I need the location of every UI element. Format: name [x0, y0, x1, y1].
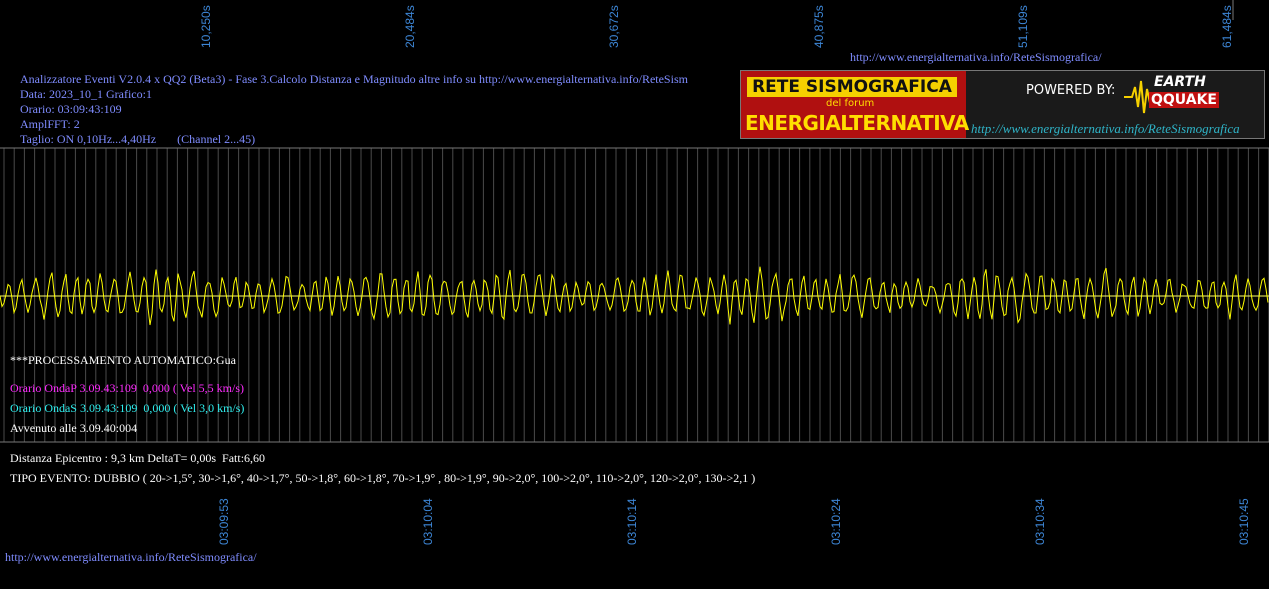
top-url: http://www.energialternativa.info/ReteSi… [850, 50, 1102, 64]
process-text: ***PROCESSAMENTO AUTOMATICO:Gua [10, 353, 236, 367]
bottom-time-label: 03:10:45 [1237, 498, 1251, 545]
header-line: Taglio: ON 0,10Hz...4,40Hz (Channel 2...… [20, 132, 256, 146]
logo-name: ENERGIALTERNATIVA [745, 111, 969, 135]
top-time-label: 20,484s [403, 5, 418, 48]
header-line: Data: 2023_10_1 Grafico:1 [20, 87, 152, 101]
logo-left: RETE SISMOGRAFICA del forum ENERGIALTERN… [741, 71, 969, 138]
footer-url: http://www.energialternativa.info/ReteSi… [5, 550, 257, 564]
header-line: Analizzatore Eventi V2.0.4 x QQ2 (Beta3)… [20, 72, 688, 86]
bottom-time-label: 03:09:53 [217, 498, 231, 545]
logo: RETE SISMOGRAFICA del forum ENERGIALTERN… [740, 70, 1265, 139]
logo-brand-top: EARTH [1154, 74, 1206, 90]
bottom-time-label: 03:10:04 [421, 498, 435, 545]
onda-p: Orario OndaP 3.09.43:109 0,000 ( Vel 5,5… [10, 381, 244, 395]
header-line: AmplFFT: 2 [20, 117, 80, 131]
top-time-label: 51,109s [1015, 5, 1030, 48]
bottom-time-label: 03:10:34 [1033, 498, 1047, 545]
avvenuto: Avvenuto alle 3.09.40:004 [10, 421, 138, 435]
logo-powered: POWERED BY: [1026, 83, 1116, 98]
logo-title: RETE SISMOGRAFICA [747, 77, 957, 97]
bottom-time-label: 03:10:24 [829, 498, 843, 545]
top-time-label: 40,875s [811, 5, 826, 48]
top-time-label: 10,250s [199, 5, 213, 48]
bottom-time-label: 03:10:14 [625, 498, 639, 545]
header-line: Orario: 03:09:43:109 [20, 102, 122, 116]
distanza: Distanza Epicentro : 9,3 km DeltaT= 0,00… [10, 451, 266, 465]
logo-brand-bottom: QQUAKE [1149, 92, 1219, 108]
onda-s: Orario OndaS 3.09.43:109 0,000 ( Vel 3,0… [10, 401, 245, 415]
logo-subtitle: del forum [826, 98, 875, 109]
top-time-label: 61,484s [1220, 5, 1234, 48]
top-time-label: 30,672s [607, 5, 622, 48]
logo-url: http://www.energialternativa.info/ReteSi… [971, 121, 1240, 136]
waveform [0, 266, 1269, 326]
tipo-evento: TIPO EVENTO: DUBBIO ( 20->1,5°, 30->1,6°… [10, 471, 756, 485]
